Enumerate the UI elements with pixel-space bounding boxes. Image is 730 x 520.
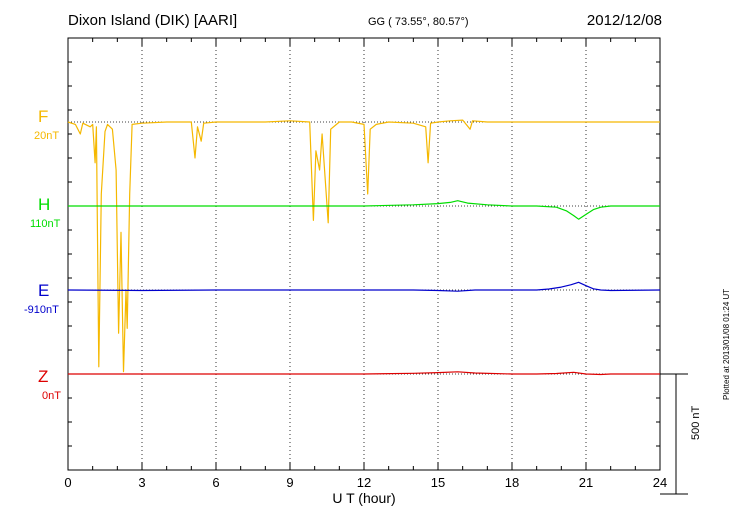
- baseline-label-h: 110nT: [30, 218, 61, 230]
- x-tick-label: 3: [138, 475, 145, 490]
- component-label-e: E: [38, 281, 50, 300]
- scale-bar-label: 500 nT: [690, 405, 702, 440]
- series-line-h: [68, 200, 660, 220]
- component-label-z: Z: [38, 367, 49, 386]
- component-label-f: F: [38, 107, 49, 126]
- x-tick-label: 18: [505, 475, 519, 490]
- plotted-timestamp: Plotted at 2013/01/08 01:24 UT: [722, 288, 730, 400]
- baseline-label-f: 20nT: [34, 130, 60, 142]
- geographic-coords: GG ( 73.55°, 80.57°): [368, 16, 469, 28]
- x-tick-label: 24: [653, 475, 667, 490]
- series-line-f: [67, 119, 660, 373]
- date-label: 2012/12/08: [586, 12, 662, 29]
- x-tick-label: 12: [357, 475, 371, 490]
- x-tick-label: 9: [286, 475, 293, 490]
- series-line-e: [67, 281, 661, 292]
- x-tick-label: 0: [64, 475, 71, 490]
- x-axis-label: U T (hour): [332, 490, 395, 506]
- x-tick-label: 15: [431, 475, 445, 490]
- station-title: Dixon Island (DIK) [AARI]: [68, 12, 238, 29]
- series-line-z: [68, 371, 660, 376]
- component-label-h: H: [38, 195, 51, 214]
- x-tick-label: 21: [579, 475, 593, 490]
- baseline-label-z: 0nT: [42, 390, 61, 402]
- x-tick-label: 6: [212, 475, 219, 490]
- baseline-label-e: -910nT: [24, 304, 59, 316]
